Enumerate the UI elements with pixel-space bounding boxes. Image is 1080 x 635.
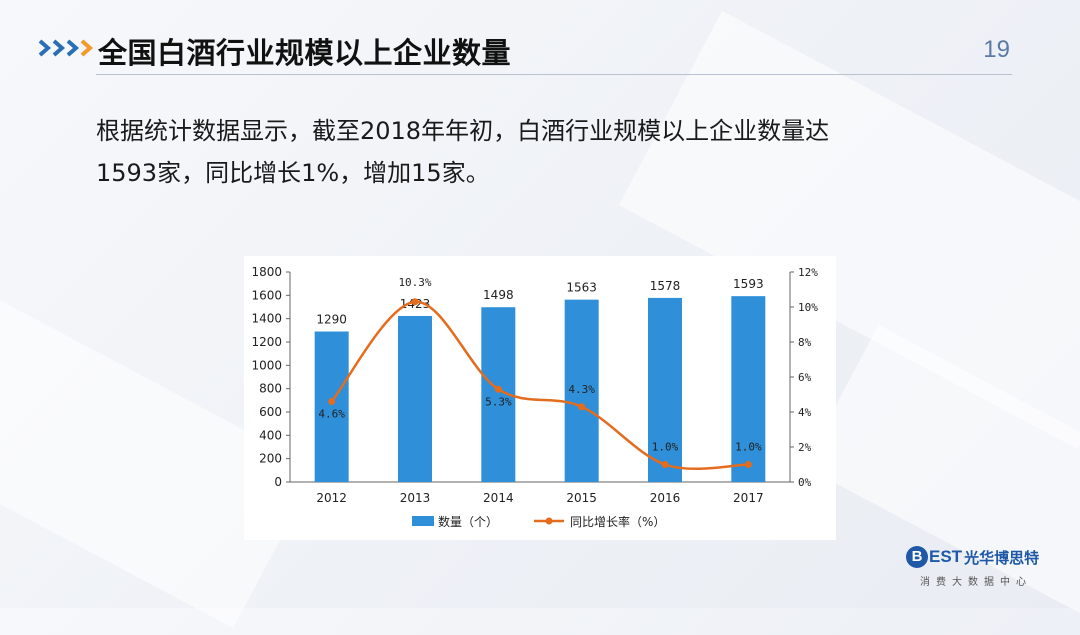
bar	[648, 297, 682, 482]
left-tick-label: 0	[274, 475, 282, 489]
right-tick-label: 6%	[798, 371, 812, 384]
left-tick-label: 1000	[251, 358, 282, 372]
line-value-label: 1.0%	[735, 441, 762, 454]
left-tick-label: 600	[259, 405, 282, 419]
chevron-arrows-icon	[38, 38, 98, 58]
bar	[398, 315, 432, 482]
logo-chinese: 光华博思特	[964, 548, 1040, 567]
right-tick-label: 4%	[798, 406, 812, 419]
growth-rate-line	[330, 300, 749, 470]
legend-bar-swatch	[412, 516, 434, 526]
line-value-label: 1.0%	[652, 441, 679, 454]
bar	[314, 331, 349, 482]
line-point	[494, 385, 502, 393]
title-divider	[96, 74, 1012, 75]
brand-logo: B EST 光华博思特 消费大数据中心	[906, 546, 1056, 590]
right-tick-label: 0%	[798, 476, 812, 489]
line-value-label: 10.3%	[398, 276, 431, 289]
left-tick-label: 1600	[251, 288, 282, 302]
bar-value-label: 1290	[316, 313, 347, 327]
combo-chart: 0 200 400 600 800 1000 1200 1400 1600 1800 0% 2% 4% 6…	[251, 265, 818, 529]
legend-line-marker	[545, 517, 553, 525]
left-tick-label: 800	[259, 382, 282, 396]
right-tick-label: 10%	[798, 301, 818, 314]
x-tick-label: 2012	[316, 491, 347, 505]
line-value-label: 4.3%	[568, 383, 595, 396]
left-tick-label: 200	[259, 452, 282, 466]
x-tick-label: 2013	[400, 491, 431, 505]
x-tick-label: 2016	[650, 491, 681, 505]
line-point	[578, 403, 586, 411]
right-tick-label: 2%	[798, 441, 812, 454]
chart-container: 0 200 400 600 800 1000 1200 1400 1600 1800 0% 2% 4% 6…	[244, 256, 836, 540]
x-tick-label: 2017	[733, 491, 764, 505]
slide-title: 全国白酒行业规模以上企业数量	[98, 36, 512, 70]
logo-latin: EST	[929, 547, 963, 566]
line-value-label: 4.6%	[318, 408, 345, 421]
bar-value-label: 1563	[566, 281, 597, 295]
logo-tagline: 消费大数据中心	[920, 577, 1032, 588]
left-tick-label: 400	[259, 428, 282, 442]
left-tick-label: 1200	[251, 335, 282, 349]
body-paragraph: 根据统计数据显示，截至2018年年初，白酒行业规模以上企业数量达 1593家，同…	[96, 110, 976, 194]
line-point	[328, 398, 336, 405]
line-point	[411, 298, 419, 306]
left-tick-label: 1800	[251, 265, 282, 279]
right-tick-label: 8%	[798, 336, 812, 349]
line-point	[744, 461, 752, 468]
legend-line-label: 同比增长率（%）	[570, 514, 665, 529]
line-point	[661, 461, 669, 468]
x-tick-label: 2014	[483, 491, 514, 505]
logo-mark: B	[906, 546, 928, 568]
bar	[731, 296, 766, 482]
body-line-1: 根据统计数据显示，截至2018年年初，白酒行业规模以上企业数量达	[96, 117, 830, 145]
x-tick-label: 2015	[566, 491, 597, 505]
bar-value-label: 1578	[650, 279, 681, 293]
legend-bar-label: 数量（个）	[438, 514, 498, 529]
right-tick-label: 12%	[798, 266, 818, 279]
bar-value-label: 1498	[483, 288, 514, 302]
left-tick-label: 1400	[251, 312, 282, 326]
page-number: 19	[983, 36, 1010, 63]
body-line-2: 1593家，同比增长1%，增加15家。	[96, 159, 490, 187]
bar-value-label: 1593	[733, 277, 764, 291]
bar	[564, 299, 599, 482]
line-value-label: 5.3%	[485, 395, 512, 408]
